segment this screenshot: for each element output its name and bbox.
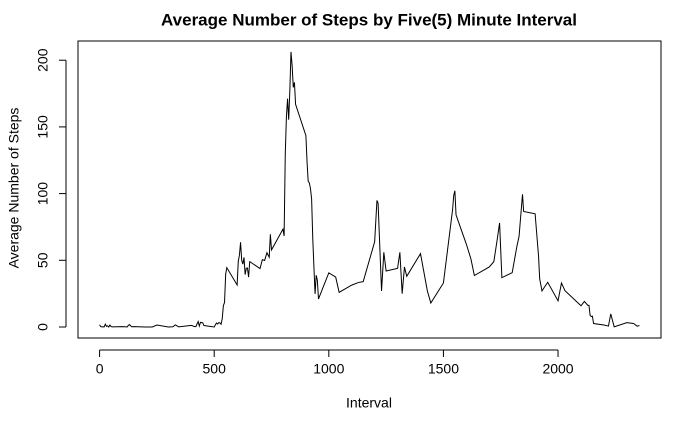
x-tick-label: 2000	[542, 361, 573, 377]
x-axis-label: Interval	[346, 395, 392, 411]
y-tick-label: 50	[35, 252, 51, 268]
y-tick-label: 200	[35, 48, 51, 72]
y-tick-label: 100	[35, 182, 51, 206]
x-tick-label: 0	[96, 361, 104, 377]
data-line	[99, 51, 640, 328]
y-tick-label: 0	[35, 323, 51, 331]
chart-title: Average Number of Steps by Five(5) Minut…	[161, 10, 577, 29]
x-tick-label: 1000	[313, 361, 344, 377]
plot-frame	[77, 40, 662, 339]
y-tick-label: 150	[35, 115, 51, 139]
x-tick-label: 500	[203, 361, 227, 377]
y-axis-label: Average Number of Steps	[6, 108, 22, 269]
x-tick-label: 1500	[428, 361, 459, 377]
